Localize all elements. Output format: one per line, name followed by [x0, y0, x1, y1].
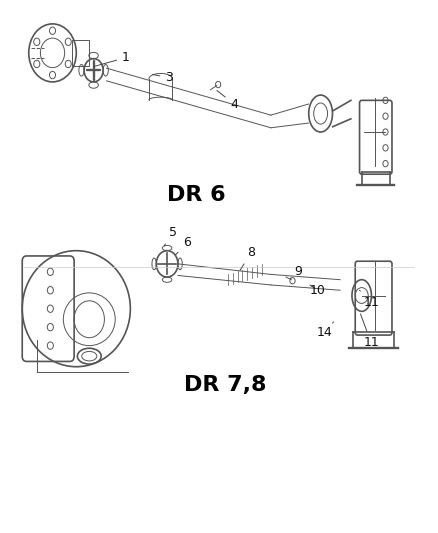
Text: 1: 1 [94, 51, 130, 67]
Text: 5: 5 [164, 225, 177, 246]
Text: 11: 11 [360, 290, 379, 309]
Text: DR 6: DR 6 [167, 185, 226, 205]
Text: DR 7,8: DR 7,8 [184, 375, 267, 395]
Text: 3: 3 [152, 71, 173, 84]
Text: 4: 4 [217, 91, 238, 110]
Text: 6: 6 [176, 236, 191, 255]
Text: 8: 8 [240, 246, 255, 270]
Text: 11: 11 [360, 314, 379, 350]
Text: 10: 10 [310, 284, 325, 297]
Text: 14: 14 [317, 322, 334, 339]
Circle shape [215, 82, 221, 88]
Text: 9: 9 [290, 265, 302, 279]
Circle shape [290, 278, 295, 284]
